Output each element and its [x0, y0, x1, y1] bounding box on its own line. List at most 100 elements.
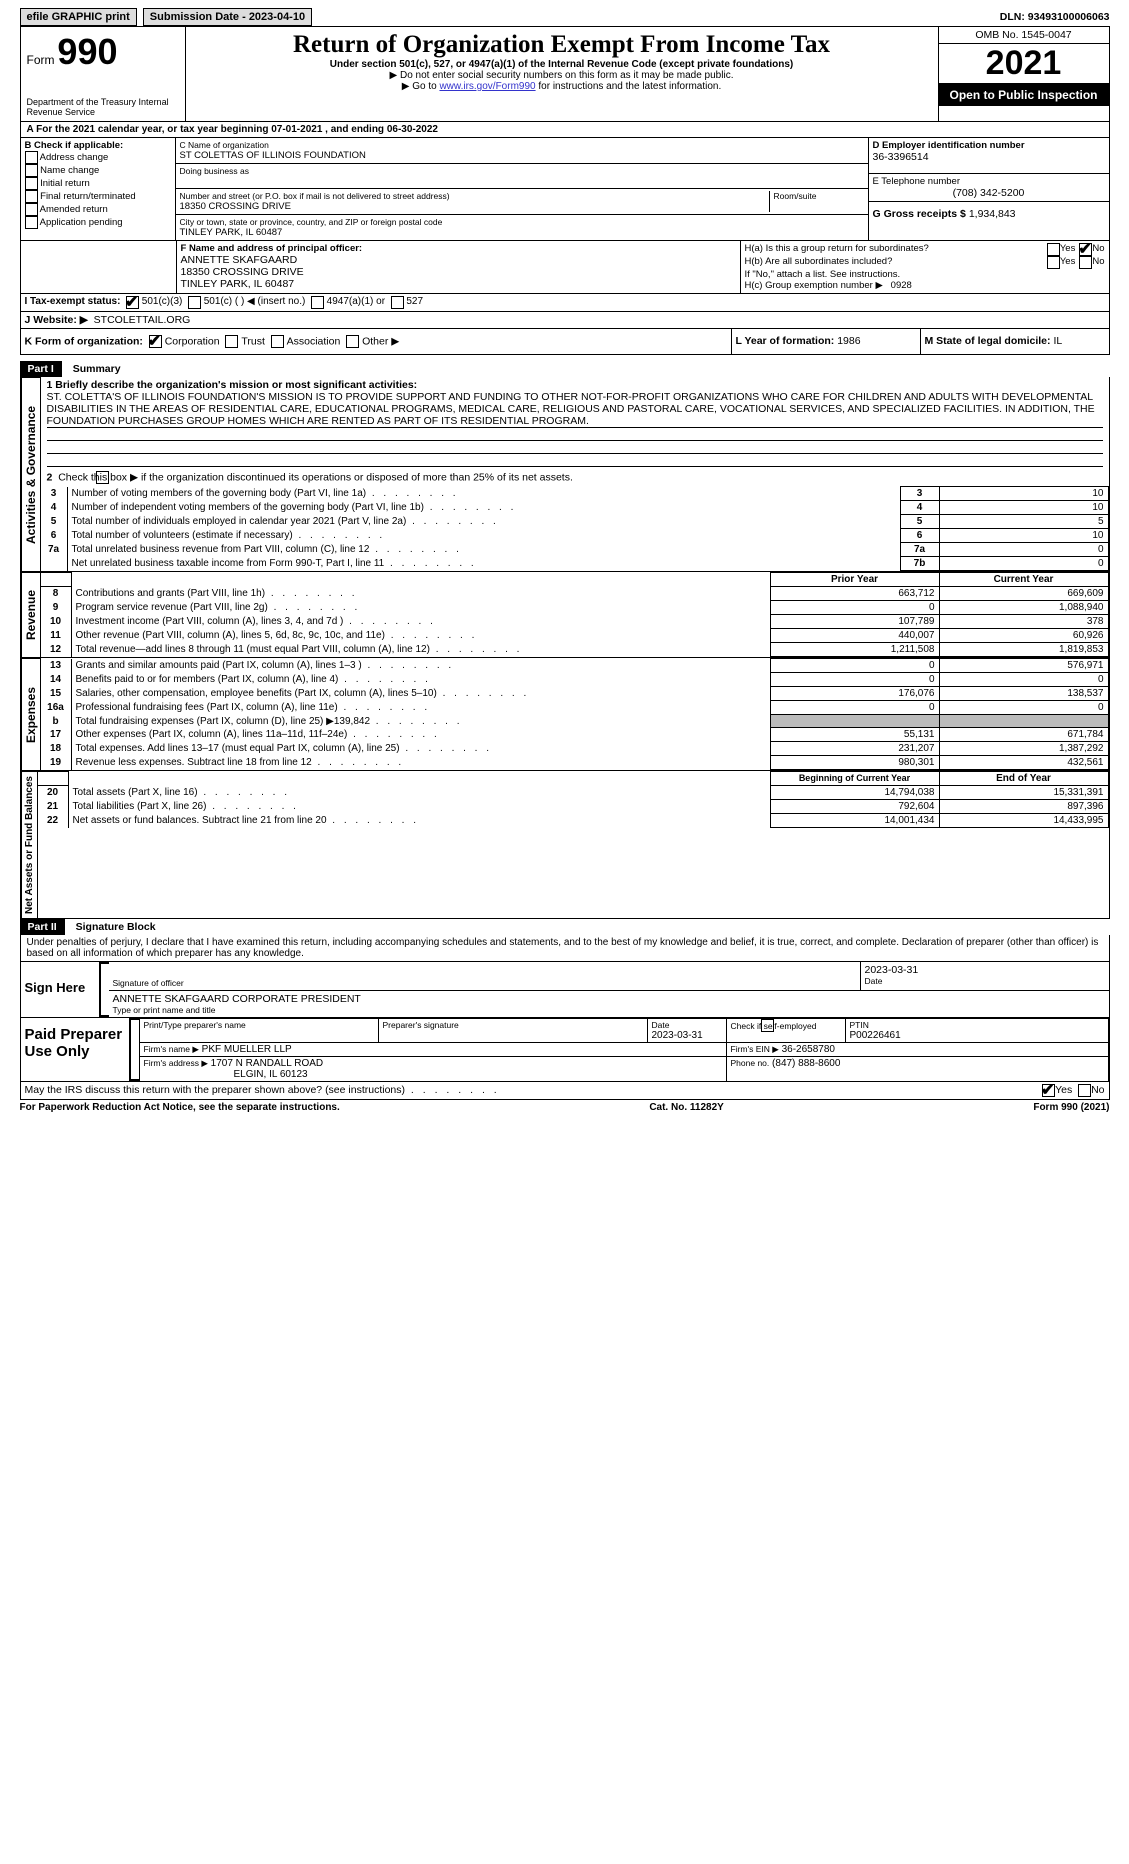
h-c: H(c) Group exemption number ▶: [745, 280, 883, 291]
table-row: 11Other revenue (Part VIII, column (A), …: [41, 629, 1109, 643]
b-checkbox[interactable]: [25, 216, 38, 229]
governance-section: Activities & Governance 1 Briefly descri…: [20, 377, 1110, 572]
l-val: 1986: [837, 335, 860, 347]
hb-no-checkbox[interactable]: [1079, 256, 1092, 269]
page-footer: For Paperwork Reduction Act Notice, see …: [20, 1100, 1110, 1113]
part2-header-row: Part II Signature Block: [20, 919, 1110, 935]
street-label: Number and street (or P.O. box if mail i…: [180, 191, 769, 201]
current-year-hdr: Current Year: [939, 573, 1108, 587]
ha-no-checkbox[interactable]: [1079, 243, 1092, 256]
b-checkbox[interactable]: [25, 151, 38, 164]
top-bar: efile GRAPHIC print Submission Date - 20…: [20, 8, 1110, 26]
table-row: 17Other expenses (Part IX, column (A), l…: [41, 728, 1109, 742]
table-row: 7aTotal unrelated business revenue from …: [41, 543, 1109, 557]
footer-mid: Cat. No. 11282Y: [649, 1102, 723, 1113]
discuss-text: May the IRS discuss this return with the…: [25, 1084, 1043, 1097]
ha-yes-checkbox[interactable]: [1047, 243, 1060, 256]
dept-treasury: Department of the Treasury Internal Reve…: [27, 97, 179, 117]
527-checkbox[interactable]: [391, 296, 404, 309]
expenses-section: Expenses 13Grants and similar amounts pa…: [20, 658, 1110, 771]
sign-here-block: Sign Here Signature of officer 2023-03-3…: [20, 962, 1110, 1018]
date-label: Date: [865, 976, 1105, 986]
self-emp-checkbox[interactable]: [761, 1019, 774, 1032]
k-corp[interactable]: [149, 335, 162, 348]
phone-label: E Telephone number: [873, 176, 1105, 187]
table-row: 16aProfessional fundraising fees (Part I…: [41, 701, 1109, 715]
firm-name: PKF MUELLER LLP: [202, 1044, 292, 1055]
k-assoc[interactable]: [271, 335, 284, 348]
j-label: J Website: ▶: [25, 314, 88, 326]
gross-label: G Gross receipts $: [873, 208, 966, 220]
part1-header-row: Part I Summary: [20, 361, 1110, 377]
b-checkbox[interactable]: [25, 177, 38, 190]
begin-year-hdr: Beginning of Current Year: [770, 772, 939, 786]
irs-link[interactable]: www.irs.gov/Form990: [439, 81, 535, 92]
h-a: H(a) Is this a group return for subordin…: [745, 243, 1047, 256]
h-b-note: If "No," attach a list. See instructions…: [745, 269, 1105, 280]
table-row: Net unrelated business taxable income fr…: [41, 557, 1109, 571]
org-name: ST COLETTAS OF ILLINOIS FOUNDATION: [180, 150, 864, 161]
501c3-checkbox[interactable]: [126, 296, 139, 309]
k-trust[interactable]: [225, 335, 238, 348]
501c-checkbox[interactable]: [188, 296, 201, 309]
ein-value: 36-3396514: [873, 151, 1105, 163]
b-checkbox[interactable]: [25, 164, 38, 177]
corp-label: Corporation: [165, 335, 220, 347]
table-row: bTotal fundraising expenses (Part IX, co…: [41, 715, 1109, 728]
officer-city: TINLEY PARK, IL 60487: [181, 278, 736, 290]
b-item: Application pending: [25, 216, 171, 229]
no-label-2: No: [1092, 256, 1104, 269]
prep-date-label: Date: [652, 1020, 722, 1030]
entity-info-block: B Check if applicable: Address change Na…: [20, 138, 1110, 241]
netassets-table: Beginning of Current Year End of Year 20…: [38, 771, 1109, 828]
submission-date: Submission Date - 2023-04-10: [143, 8, 312, 26]
b-checkbox[interactable]: [25, 203, 38, 216]
ptin-label: PTIN: [850, 1020, 1104, 1030]
firm-addr2: ELGIN, IL 60123: [144, 1069, 308, 1080]
line-a: A For the 2021 calendar year, or tax yea…: [20, 122, 1110, 138]
ssn-warning: ▶ Do not enter social security numbers o…: [192, 70, 932, 81]
officer-name-title: ANNETTE SKAFGAARD CORPORATE PRESIDENT: [113, 993, 1105, 1005]
city-label: City or town, state or province, country…: [180, 217, 864, 227]
hb-yes-checkbox[interactable]: [1047, 256, 1060, 269]
sig-officer-label: Signature of officer: [113, 978, 856, 988]
firm-phone: (847) 888-8600: [772, 1058, 840, 1069]
table-row: 3Number of voting members of the governi…: [41, 487, 1109, 501]
4947-checkbox[interactable]: [311, 296, 324, 309]
opt-4947: 4947(a)(1) or: [327, 296, 385, 309]
b-checkbox[interactable]: [25, 190, 38, 203]
h-c-val: 0928: [891, 280, 912, 291]
table-row: 14Benefits paid to or for members (Part …: [41, 673, 1109, 687]
prior-year-hdr: Prior Year: [770, 573, 939, 587]
table-row: 6Total number of volunteers (estimate if…: [41, 529, 1109, 543]
b-item: Initial return: [25, 177, 171, 190]
part1-title: Summary: [65, 363, 121, 375]
efile-print[interactable]: efile GRAPHIC print: [20, 8, 137, 26]
phone-value: (708) 342-5200: [873, 187, 1105, 199]
vert-revenue: Revenue: [21, 572, 41, 657]
vert-governance: Activities & Governance: [21, 377, 41, 571]
goto-prefix: ▶ Go to: [402, 81, 440, 92]
perjury-text: Under penalties of perjury, I declare th…: [20, 935, 1110, 962]
discuss-yes: Yes: [1055, 1084, 1072, 1097]
trust-label: Trust: [241, 335, 265, 347]
table-row: 5Total number of individuals employed in…: [41, 515, 1109, 529]
b-item: Amended return: [25, 203, 171, 216]
discuss-yes-checkbox[interactable]: [1042, 1084, 1055, 1097]
firm-ein: 36-2658780: [782, 1044, 835, 1055]
officer-street: 18350 CROSSING DRIVE: [181, 266, 736, 278]
end-year-hdr: End of Year: [939, 772, 1108, 786]
discuss-no-checkbox[interactable]: [1078, 1084, 1091, 1097]
m-val: IL: [1053, 335, 1062, 347]
room-label: Room/suite: [774, 191, 864, 201]
firm-addr-label: Firm's address ▶: [144, 1058, 208, 1068]
q2-checkbox[interactable]: [96, 471, 109, 484]
street: 18350 CROSSING DRIVE: [180, 201, 769, 212]
paid-label: Paid Preparer Use Only: [21, 1018, 129, 1081]
table-row: 15Salaries, other compensation, employee…: [41, 687, 1109, 701]
k-other[interactable]: [346, 335, 359, 348]
yes-label: Yes: [1060, 243, 1076, 256]
omb-no: OMB No. 1545-0047: [939, 27, 1109, 44]
governance-table: 3Number of voting members of the governi…: [41, 486, 1109, 571]
expenses-table: 13Grants and similar amounts paid (Part …: [41, 658, 1109, 770]
